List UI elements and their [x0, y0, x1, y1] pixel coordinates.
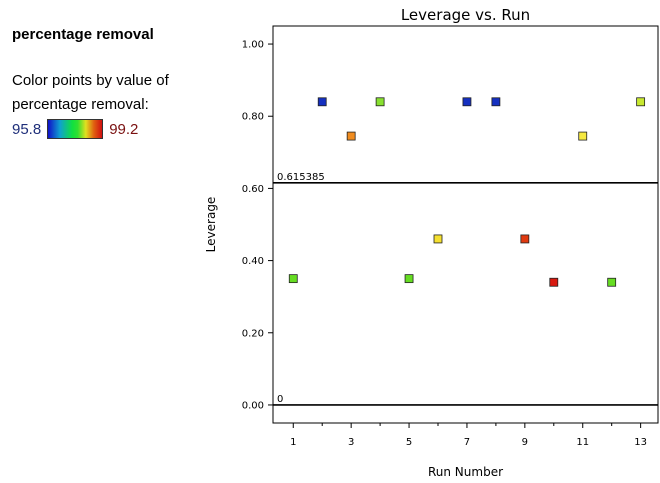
data-point [549, 277, 559, 287]
x-tick-label: 5 [406, 437, 412, 448]
data-point [578, 131, 588, 141]
data-point [317, 97, 327, 107]
x-tick-label: 1 [290, 437, 296, 448]
x-tick-label: 3 [348, 437, 354, 448]
y-tick-label: 0.20 [242, 328, 264, 339]
data-point [288, 274, 298, 284]
y-tick-label: 0.00 [242, 400, 264, 411]
x-tick-label: 7 [464, 437, 470, 448]
color-gradient-bar [47, 119, 104, 139]
x-axis-title: Run Number [428, 465, 503, 479]
x-axis-ticks: 1 3 5 7 9 11 13 [290, 423, 647, 448]
x-tick-label: 11 [576, 437, 589, 448]
data-point [346, 131, 356, 141]
color-legend: 95.8 99.2 [12, 119, 202, 139]
reference-line-label: 0.615385 [277, 172, 325, 183]
data-point [491, 97, 501, 107]
sidebar: percentage removal Color points by value… [12, 26, 202, 139]
response-title: percentage removal [12, 26, 154, 43]
y-axis-title: Leverage [204, 197, 218, 253]
data-points [288, 97, 646, 287]
data-point [520, 234, 530, 244]
color-caption: Color points by value of percentage remo… [12, 72, 169, 113]
data-point [607, 277, 617, 287]
y-tick-label: 0.60 [242, 184, 264, 195]
reference-lines: 0.615385 0 [273, 172, 658, 406]
legend-min-value: 95.8 [12, 120, 42, 138]
chart-title: Leverage vs. Run [401, 6, 530, 24]
data-point [375, 97, 385, 107]
data-point [404, 274, 414, 284]
data-point [433, 234, 443, 244]
y-tick-label: 1.00 [242, 40, 264, 51]
plot-frame [272, 25, 659, 424]
y-axis-ticks: 0.00 0.20 0.40 0.60 0.80 1.00 [242, 40, 273, 411]
x-tick-label: 9 [522, 437, 528, 448]
y-tick-label: 0.40 [242, 256, 264, 267]
data-point [636, 97, 646, 107]
x-tick-label: 13 [634, 437, 647, 448]
data-point [462, 97, 472, 107]
y-tick-label: 0.80 [242, 112, 264, 123]
reference-line-label: 0 [277, 394, 283, 405]
legend-max-value: 99.2 [109, 120, 139, 138]
